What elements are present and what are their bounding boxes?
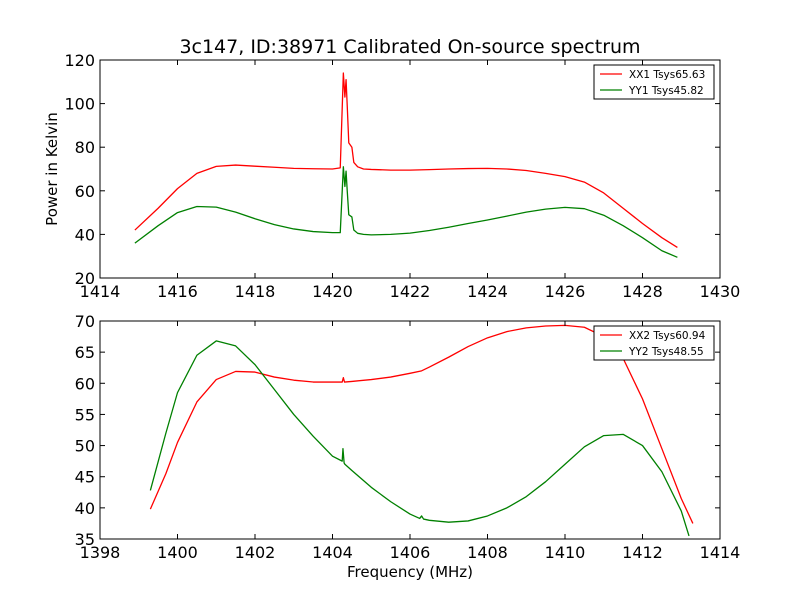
bottom-series-line-2 bbox=[149, 340, 690, 537]
top-x-tick-label: 1414 bbox=[80, 282, 121, 301]
bottom-y-tick-label: 35 bbox=[75, 530, 95, 549]
bottom-legend-label: XX2 Tsys60.94 bbox=[629, 330, 706, 342]
bottom-x-tick-label: 1404 bbox=[312, 543, 353, 562]
top-legend-box bbox=[593, 64, 715, 100]
bottom-x-tick-label: 1402 bbox=[235, 543, 276, 562]
bottom-x-tick-label: 1412 bbox=[622, 543, 663, 562]
top-y-tick-label: 100 bbox=[64, 95, 95, 114]
top-legend: XX1 Tsys65.63 YY1 Tsys45.82 bbox=[593, 64, 715, 100]
top-x-tick-label: 1424 bbox=[467, 282, 508, 301]
top-x-tick-label: 1430 bbox=[700, 282, 741, 301]
top-x-tick-label: 1422 bbox=[390, 282, 431, 301]
bottom-y-tick-label: 65 bbox=[75, 343, 95, 362]
bottom-x-tick-label: 1406 bbox=[390, 543, 431, 562]
bottom-y-tick-label: 50 bbox=[75, 437, 95, 456]
top-legend-label: XX1 Tsys65.63 bbox=[629, 69, 705, 81]
top-series-line-1 bbox=[134, 72, 678, 249]
bottom-y-tick-label: 70 bbox=[75, 312, 95, 331]
top-y-axis-label: Power in Kelvin bbox=[43, 112, 61, 226]
bottom-y-tick-label: 60 bbox=[75, 374, 95, 393]
bottom-x-tick-label: 1400 bbox=[157, 543, 198, 562]
bottom-spectrum-panel: 1398 1400 1402 1404 1406 1408 1410 1412 1414 35 40… bbox=[75, 312, 741, 562]
top-y-tick-label: 120 bbox=[64, 51, 95, 70]
bottom-y-tick-label: 55 bbox=[75, 405, 95, 424]
top-y-tick-label: 40 bbox=[75, 225, 95, 244]
top-legend-label: YY1 Tsys45.82 bbox=[628, 85, 704, 97]
top-x-tick-label: 1426 bbox=[545, 282, 586, 301]
bottom-x-tick-label: 1414 bbox=[700, 543, 741, 562]
chart-title: 3c147, ID:38971 Calibrated On-source spe… bbox=[179, 36, 640, 58]
top-series-line-2 bbox=[134, 166, 678, 258]
bottom-legend-label: YY2 Tsys48.55 bbox=[628, 346, 704, 358]
top-x-tick-label: 1420 bbox=[312, 282, 353, 301]
top-x-tick-label: 1418 bbox=[235, 282, 276, 301]
top-x-tick-label: 1416 bbox=[157, 282, 198, 301]
bottom-x-axis-label: Frequency (MHz) bbox=[347, 563, 473, 581]
bottom-x-tick-label: 1408 bbox=[467, 543, 508, 562]
bottom-y-tick-label: 40 bbox=[75, 499, 95, 518]
top-spectrum-panel: 1414 1416 1418 1420 1422 1424 1426 1428 1430 20 40… bbox=[64, 51, 740, 301]
bottom-legend: XX2 Tsys60.94 YY2 Tsys48.55 bbox=[593, 325, 715, 361]
bottom-x-tick-label: 1398 bbox=[80, 543, 121, 562]
top-y-tick-label: 80 bbox=[75, 138, 95, 157]
bottom-x-tick-label: 1410 bbox=[545, 543, 586, 562]
top-y-tick-label: 20 bbox=[75, 269, 95, 288]
bottom-legend-box bbox=[593, 325, 715, 361]
bottom-y-tick-label: 45 bbox=[75, 468, 95, 487]
top-y-tick-label: 60 bbox=[75, 182, 95, 201]
top-x-tick-label: 1428 bbox=[622, 282, 663, 301]
